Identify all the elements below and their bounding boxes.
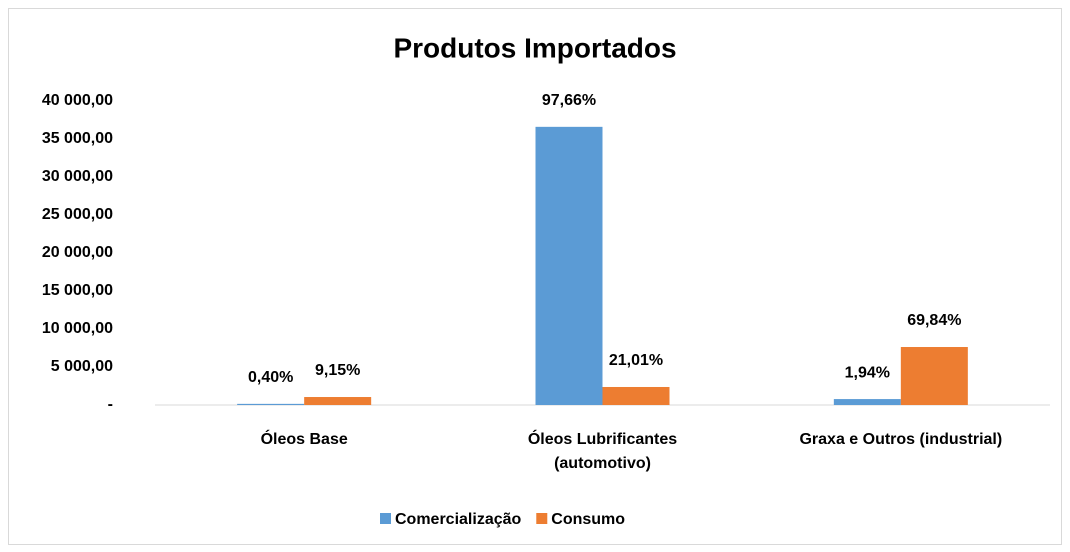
y-tick-label: 40 000,00	[42, 92, 113, 109]
data-label: 97,66%	[542, 92, 596, 109]
data-label: 69,84%	[907, 312, 961, 329]
legend-swatch	[536, 513, 548, 524]
y-tick-label: 15 000,00	[42, 282, 113, 299]
bar	[602, 386, 670, 405]
y-tick-label: 20 000,00	[42, 244, 113, 261]
bar	[237, 403, 305, 405]
chart-title: Produtos Importados	[393, 32, 676, 63]
x-tick-label: Graxa e Outros (industrial)	[799, 431, 1003, 448]
bar	[900, 347, 968, 405]
bar	[304, 397, 372, 405]
data-label: 1,94%	[845, 364, 890, 381]
x-tick-label: Óleos Base	[260, 431, 348, 448]
data-label: 21,01%	[609, 352, 663, 369]
x-tick-label: Óleos Lubrificantes (automotivo)	[527, 431, 678, 472]
data-label: 9,15%	[315, 362, 360, 379]
y-tick-label: 10 000,00	[42, 320, 113, 337]
bar	[535, 126, 603, 405]
y-tick-label: 30 000,00	[42, 168, 113, 185]
chart-border	[8, 8, 1062, 545]
y-tick-label: -	[108, 396, 113, 413]
y-tick-label: 25 000,00	[42, 206, 113, 223]
bar	[833, 399, 901, 405]
legend-label: Consumo	[551, 511, 625, 528]
legend-label: Comercialização	[395, 511, 522, 528]
y-tick-label: 5 000,00	[51, 358, 113, 375]
y-tick-label: 35 000,00	[42, 130, 113, 147]
data-label: 0,40%	[248, 369, 293, 386]
legend-swatch	[380, 513, 391, 524]
